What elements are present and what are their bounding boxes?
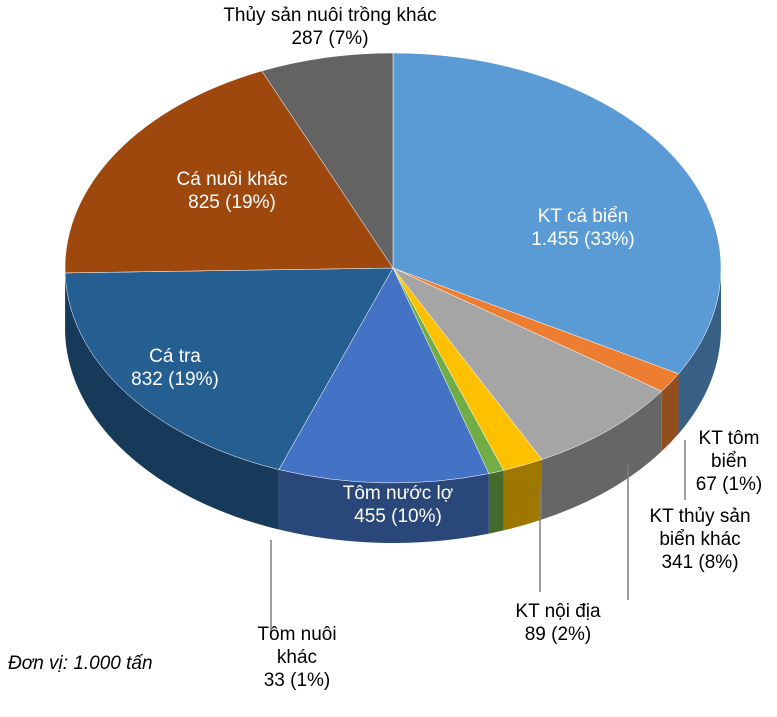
unit-note: Đơn vị: 1.000 tấn — [8, 653, 153, 674]
data-label: KT cá biển 1.455 (33%) — [483, 205, 683, 251]
category-label: KT thủy sản biển khác — [649, 506, 751, 550]
slice — [261, 52, 394, 269]
slice-side — [278, 469, 489, 543]
category-label: KT tôm biển — [698, 428, 760, 472]
value-label: 455 (10%) — [354, 506, 442, 527]
category-label: KT nội địa — [515, 601, 601, 622]
slice-side — [661, 373, 679, 452]
data-label: KT nội địa 89 (2%) — [493, 600, 623, 646]
data-label: Cá tra 832 (19%) — [100, 345, 250, 391]
data-label: Tôm nước lợ 455 (10%) — [298, 482, 498, 528]
slice-side — [541, 391, 662, 520]
category-label: KT cá biển — [537, 206, 629, 227]
value-label: 1.455 (33%) — [531, 229, 635, 250]
category-label: Thủy sản nuôi trồng khác — [223, 5, 437, 26]
slice-side — [503, 459, 542, 531]
slice — [278, 267, 490, 484]
slice-side — [65, 272, 279, 530]
data-label: Cá nuôi khác 825 (19%) — [142, 168, 322, 214]
value-label: 341 (8%) — [661, 552, 739, 573]
data-label: KT thủy sản biển khác 341 (8%) — [630, 505, 770, 574]
slice — [392, 52, 722, 375]
data-label: Tôm nuôi khác 33 (1%) — [247, 623, 347, 692]
value-label: 33 (1%) — [263, 670, 331, 691]
category-label: Tôm nước lợ — [342, 483, 454, 504]
value-label: 89 (2%) — [524, 624, 592, 645]
data-label: KT tôm biển 67 (1%) — [689, 427, 769, 496]
slice-side — [678, 268, 721, 434]
slice — [64, 70, 394, 274]
value-label: 825 (19%) — [188, 192, 276, 213]
slice — [64, 267, 394, 470]
value-label: 287 (7%) — [291, 28, 369, 49]
category-label: Tôm nuôi khác — [257, 624, 337, 668]
data-label: Thủy sản nuôi trồng khác 287 (7%) — [160, 4, 500, 50]
value-label: 67 (1%) — [695, 474, 763, 495]
slice-side — [488, 470, 504, 534]
value-label: 832 (19%) — [131, 369, 219, 390]
slice — [392, 267, 663, 460]
category-label: Cá tra — [149, 346, 201, 367]
category-label: Cá nuôi khác — [176, 169, 288, 190]
